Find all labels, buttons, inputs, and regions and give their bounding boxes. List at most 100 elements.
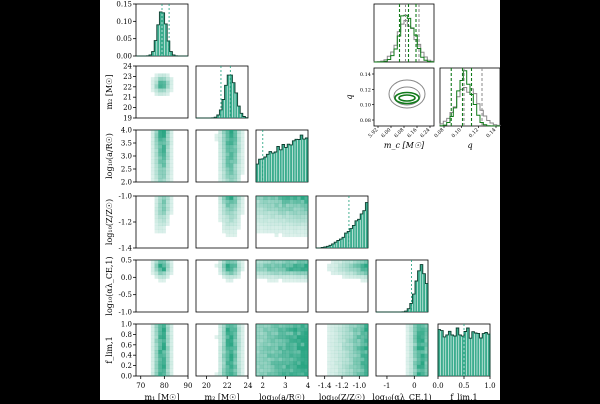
hist-bar-m2 [217,115,219,118]
density-cell [222,163,226,167]
density-cell [241,211,245,215]
density-cell [158,145,162,149]
density-cell [271,365,275,369]
hist-bar-loga [264,157,266,182]
density-cell [222,361,226,365]
density-cell [301,369,305,373]
hist-bar-loga [275,152,277,182]
density-cell [357,335,361,339]
density-cell [222,260,226,264]
density-cell [275,218,279,222]
density-cell [169,211,173,215]
hist-bar-m1 [155,41,157,56]
y-tick-label-logZ: -1.0 [119,193,133,201]
density-cell [335,271,339,275]
hist-bar-loga [259,159,261,182]
density-cell [304,328,308,332]
density-cell [233,271,237,275]
density-cell [218,354,222,358]
density-cell [417,343,421,347]
density-cell [241,267,245,271]
density-cell [229,222,233,226]
density-cell [357,331,361,335]
density-cell [169,357,173,361]
y-tick-label-flim: 0.2 [121,362,132,370]
density-cell [364,361,368,365]
density-cell [346,275,350,279]
density-cell [169,343,173,347]
y-axis-label-m2: m₂ [M☉] [105,75,114,110]
density-cell [346,372,350,376]
density-cell [226,218,230,222]
density-cell [151,346,155,350]
density-cell [229,324,233,328]
density-cell [267,346,271,350]
density-cell [293,331,297,335]
density-cell [158,357,162,361]
density-cell [346,369,350,373]
y-tick-label-m2: 23 [123,73,132,81]
density-cell [271,222,275,226]
density-cell [413,339,417,343]
density-cell [282,346,286,350]
density-cell [162,229,166,233]
density-cell [162,365,166,369]
density-cell [297,260,301,264]
density-cell [218,171,222,175]
density-cell [349,372,353,376]
density-cell [263,372,267,376]
density-cell [162,156,166,160]
density-cell [226,134,230,138]
density-cell [275,357,279,361]
density-cell [229,134,233,138]
inset-q-y-tick-label: 0.14 [360,72,371,78]
density-cell [301,354,305,358]
density-cell [271,343,275,347]
density-cell [218,339,222,343]
density-cell [364,335,368,339]
density-cell [267,372,271,376]
y-tick-label-logal: 0.5 [121,257,132,265]
density-cell [293,226,297,230]
density-cell [275,264,279,268]
density-cell [237,152,241,156]
density-cell [293,264,297,268]
density-cell [169,137,173,141]
density-cell [166,130,170,134]
y-axis-label-flim: f_lim,1 [105,336,114,363]
density-cell [222,339,226,343]
density-cell [338,361,342,365]
density-cell [169,134,173,138]
density-cell [357,271,361,275]
density-cell [338,372,342,376]
density-cell [229,200,233,204]
density-cell [229,196,233,200]
density-cell [289,215,293,219]
density-cell [289,267,293,271]
density-cell [158,271,162,275]
density-cell [267,354,271,358]
density-cell [338,335,342,339]
density-cell [346,267,350,271]
density-cell [158,167,162,171]
density-cell [413,346,417,350]
density-cell [155,335,159,339]
density-cell [361,328,365,332]
density-cell [166,152,170,156]
density-cell [357,346,361,350]
density-cell [421,369,425,373]
density-cell [346,271,350,275]
density-cell [342,361,346,365]
density-cell [349,361,353,365]
density-cell [297,324,301,328]
x-tick-label-flim: 1.0 [484,382,495,390]
density-cell [327,369,331,373]
density-cell [335,335,339,339]
y-tick-label-logZ: -1.4 [119,245,133,253]
density-cell [286,361,290,365]
density-cell [166,167,170,171]
density-cell [169,196,173,200]
density-cell [267,335,271,339]
density-cell [304,346,308,350]
